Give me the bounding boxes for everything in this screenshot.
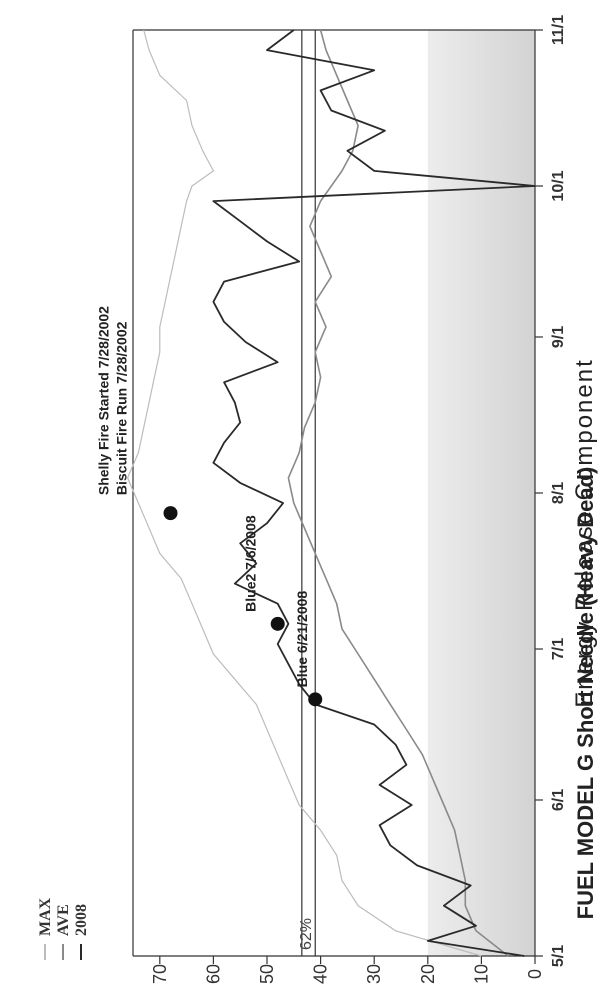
date-tick-label: 6/1 xyxy=(550,789,567,811)
legend-label: AVE xyxy=(55,904,72,936)
shaded-band xyxy=(427,30,535,956)
date-tick-label: 11/1 xyxy=(550,15,567,45)
annotation-marker xyxy=(308,692,323,707)
value-tick-label: 20 xyxy=(418,964,438,984)
value-tick-label: 40 xyxy=(311,964,331,984)
series-lines xyxy=(126,29,536,957)
annotation-label: Blue2 7/6/2008 xyxy=(243,515,259,612)
tick-labels: 0 10 20 30 40 50 60 70 5/1 6/1 7/1 8/1 9/1 10/1 11/1 62… xyxy=(150,15,567,984)
series-line-2008 xyxy=(212,29,536,957)
value-axis-title: Energy Release Component xyxy=(571,358,598,708)
annotation-label: Shelly Fire Started 7/28/2002 xyxy=(96,306,112,495)
value-tick-label: 0 xyxy=(525,969,545,979)
annotation-marker xyxy=(270,616,285,631)
axes xyxy=(132,29,543,964)
chart-title: FUEL MODEL G Short Needle (Heavy Dead) xyxy=(573,467,598,920)
annotation-label: Blue 6/21/2008 xyxy=(294,591,310,688)
annotation-marker xyxy=(163,506,178,521)
value-tick-label: 30 xyxy=(364,964,384,984)
value-tick-label: 10 xyxy=(471,964,491,984)
annotation-label: Biscuit Fire Run 7/28/2002 xyxy=(114,321,130,495)
date-tick-label: 9/1 xyxy=(550,326,567,348)
date-tick-label: 10/1 xyxy=(550,170,567,201)
series-line-max xyxy=(126,29,482,957)
value-tick-label: 60 xyxy=(203,964,223,984)
date-tick-label: 8/1 xyxy=(550,482,567,504)
value-tick-label: 50 xyxy=(257,964,277,984)
date-tick-label: 5/1 xyxy=(550,945,567,967)
series-line-ave xyxy=(287,29,509,957)
legend-label: 2008 xyxy=(73,904,90,936)
date-tick-label: 7/1 xyxy=(550,638,567,660)
legend-label: MAX xyxy=(37,897,54,936)
legend: MAX AVE 2008 xyxy=(37,897,90,960)
annotations: Blue 6/21/2008 Blue2 7/6/2008 Biscuit Fire… xyxy=(96,306,323,707)
threshold-label: 62% xyxy=(298,918,315,950)
value-tick-label: 70 xyxy=(150,964,170,984)
